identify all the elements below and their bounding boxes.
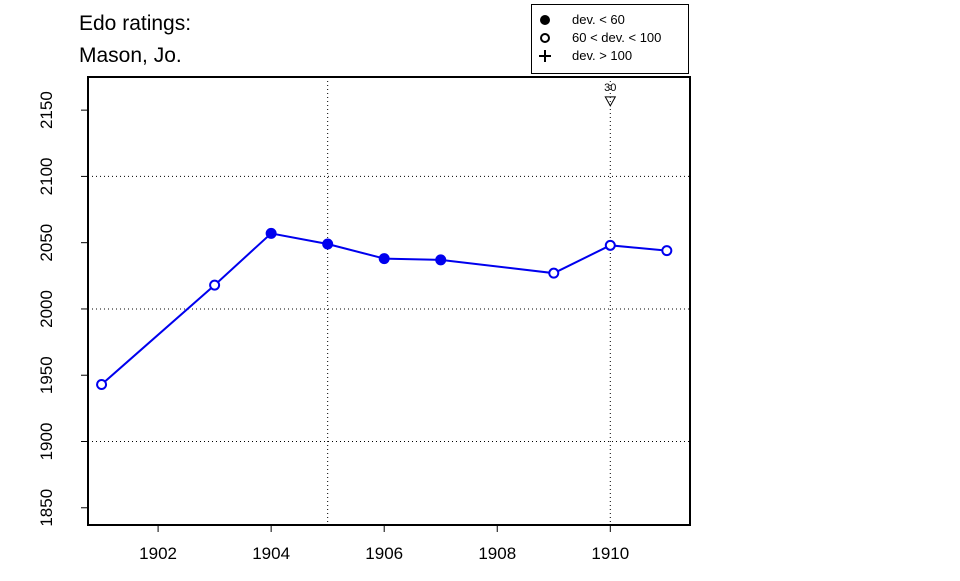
chart-title: Edo ratings: bbox=[79, 12, 191, 35]
marker bbox=[604, 239, 616, 251]
marker bbox=[265, 227, 277, 239]
marker bbox=[540, 33, 550, 43]
x-tick-label: 1910 bbox=[591, 544, 629, 563]
y-tick-label: 1950 bbox=[37, 356, 56, 394]
marker bbox=[378, 253, 390, 265]
marker bbox=[96, 379, 108, 391]
legend-label: dev. > 100 bbox=[572, 48, 632, 63]
marker bbox=[209, 279, 221, 291]
y-tick-label: 2150 bbox=[37, 91, 56, 129]
x-tick-label: 1906 bbox=[365, 544, 403, 563]
marker bbox=[540, 15, 550, 25]
y-tick-label: 2100 bbox=[37, 157, 56, 195]
annotation-label: 30 bbox=[604, 82, 616, 94]
x-tick-label: 1902 bbox=[139, 544, 177, 563]
legend-label: dev. < 60 bbox=[572, 12, 625, 27]
x-tick-label: 1904 bbox=[252, 544, 290, 563]
y-tick-label: 1850 bbox=[37, 489, 56, 527]
plot-frame bbox=[87, 76, 691, 526]
chart-title: Mason, Jo. bbox=[79, 44, 182, 67]
y-tick-label: 2050 bbox=[37, 224, 56, 262]
legend-box bbox=[531, 4, 689, 74]
legend-label: 60 < dev. < 100 bbox=[572, 30, 661, 45]
y-tick-label: 2000 bbox=[37, 290, 56, 328]
y-tick-label: 1900 bbox=[37, 423, 56, 461]
marker bbox=[322, 238, 334, 250]
marker bbox=[435, 254, 447, 266]
marker bbox=[661, 245, 673, 257]
marker bbox=[539, 50, 551, 62]
marker bbox=[548, 267, 560, 279]
annotation-marker bbox=[604, 96, 617, 107]
x-tick-label: 1908 bbox=[478, 544, 516, 563]
